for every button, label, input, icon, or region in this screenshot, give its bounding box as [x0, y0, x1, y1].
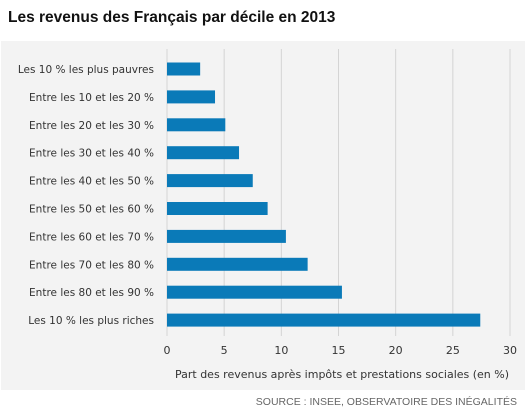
category-label: Entre les 20 et les 30 %: [29, 120, 154, 132]
bar-1: [167, 62, 201, 76]
x-tick-label: 5: [221, 344, 228, 357]
x-tick-label: 0: [164, 344, 171, 357]
x-tick-label: 15: [332, 344, 346, 357]
category-label: Les 10 % les plus riches: [28, 315, 154, 327]
bar-3: [167, 118, 226, 132]
category-label: Entre les 40 et les 50 %: [29, 176, 154, 188]
x-tick-label: 20: [389, 344, 403, 357]
x-tick-label: 25: [446, 344, 460, 357]
bar-9: [167, 285, 342, 299]
bar-4: [167, 146, 240, 160]
source-note: SOURCE : INSEE, OBSERVATOIRE DES INÉGALI…: [255, 396, 517, 408]
bar-10: [167, 313, 481, 327]
category-label: Les 10 % les plus pauvres: [18, 64, 154, 76]
x-axis-label: Part des revenus après impôts et prestat…: [175, 368, 509, 381]
chart-title: Les revenus des Français par décile en 2…: [8, 9, 336, 26]
x-tick-label: 10: [274, 344, 288, 357]
x-tick-label: 30: [503, 344, 517, 357]
bar-2: [167, 90, 216, 104]
bar-6: [167, 202, 268, 215]
bar-chart: Les 10 % les plus pauvres Entre les 10 et…: [18, 49, 517, 381]
category-label: Entre les 80 et les 90 %: [29, 287, 154, 299]
category-label: Entre les 70 et les 80 %: [29, 259, 154, 271]
bar-5: [167, 174, 253, 188]
bar-8: [167, 257, 308, 271]
category-label: Entre les 30 et les 40 %: [29, 148, 154, 160]
category-label: Entre les 10 et les 20 %: [29, 92, 154, 104]
bar-7: [167, 229, 286, 243]
category-label: Entre les 50 et les 60 %: [29, 204, 154, 216]
chart-panel: Les 10 % les plus pauvres Entre les 10 et…: [1, 41, 525, 390]
category-label: Entre les 60 et les 70 %: [29, 231, 154, 243]
